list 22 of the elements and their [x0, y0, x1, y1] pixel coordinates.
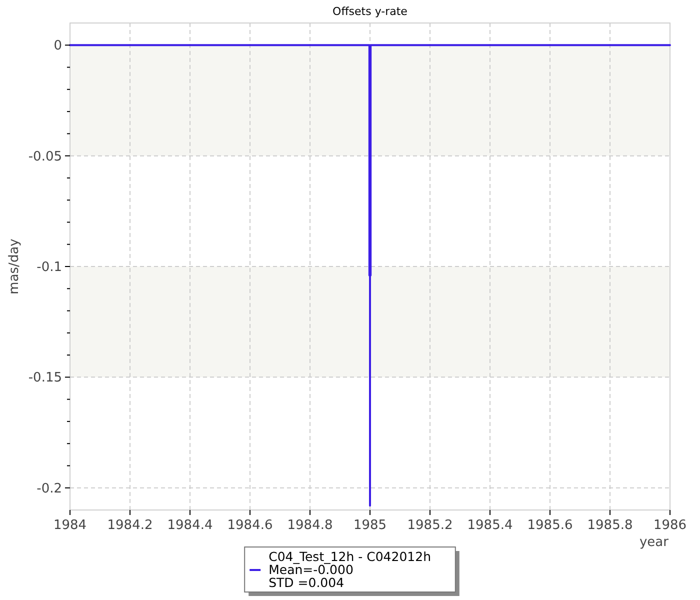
- x-tick-label: 1984.4: [167, 518, 213, 533]
- x-tick-label: 1985.4: [467, 518, 513, 533]
- y-tick-label: -0.2: [36, 481, 62, 496]
- text: C04_Test_12h - C042012h: [268, 549, 432, 564]
- text: STD =0.004: [268, 575, 344, 590]
- y-tick-label: -0.1: [36, 260, 62, 275]
- x-tick-label: 1984.6: [227, 518, 273, 533]
- text: Mean=-0.000: [268, 562, 354, 577]
- x-tick-label: 1984: [53, 518, 87, 533]
- x-tick-label: 1986: [653, 518, 687, 533]
- y-axis-title: mas/day: [7, 238, 22, 294]
- x-tick-label: 1984.8: [287, 518, 333, 533]
- y-tick-label: 0: [54, 38, 62, 54]
- y-tick-label: -0.05: [28, 149, 62, 164]
- x-tick-label: 1984.2: [107, 518, 153, 533]
- chart-title: Offsets y-rate: [332, 5, 408, 18]
- x-tick-label: 1985.6: [527, 518, 573, 533]
- x-axis-title: year: [639, 535, 670, 550]
- y-tick-label: -0.15: [28, 370, 62, 386]
- x-tick-label: 1985: [353, 518, 387, 533]
- x-tick-label: 1985.2: [407, 518, 453, 533]
- x-tick-label: 1985.8: [587, 518, 633, 533]
